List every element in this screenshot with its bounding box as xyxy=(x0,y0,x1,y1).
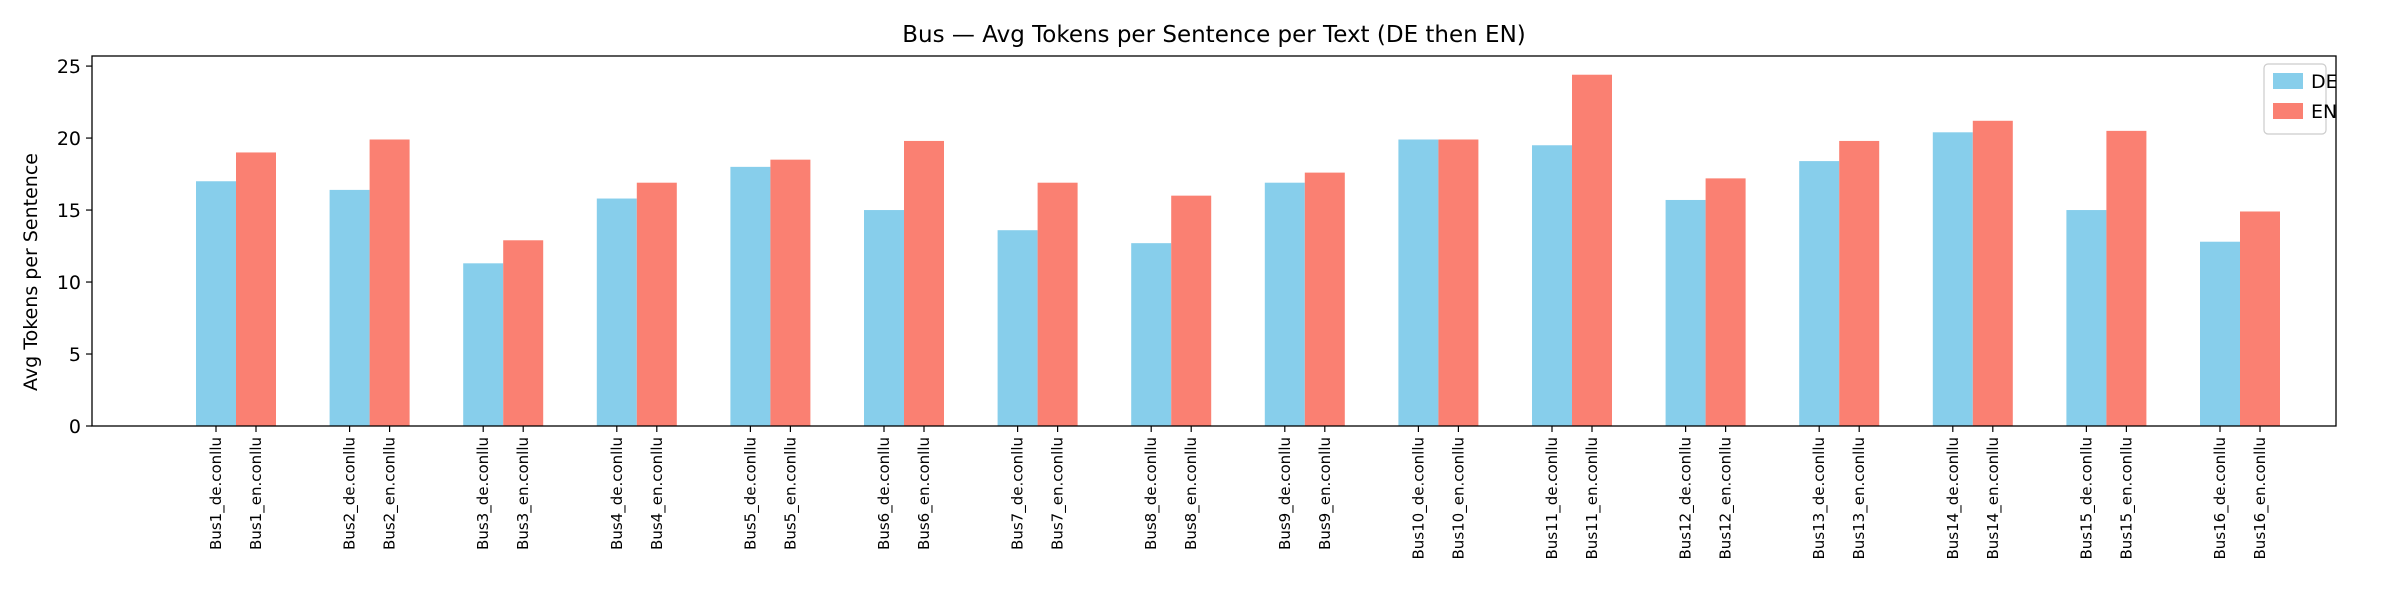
legend: DE EN xyxy=(2263,63,2338,135)
x-tick-label: Bus2_en.conllu xyxy=(381,437,400,550)
y-tick-label: 15 xyxy=(57,200,81,222)
x-tick-label: Bus5_en.conllu xyxy=(781,437,800,550)
plot-area-frame xyxy=(91,55,2337,427)
y-tick-label: 5 xyxy=(69,344,81,366)
legend-label-de: DE xyxy=(2311,71,2338,93)
x-tick-label: Bus3_en.conllu xyxy=(514,437,533,550)
legend-swatch-de xyxy=(2273,73,2303,89)
x-tick-label: Bus4_de.conllu xyxy=(608,437,627,550)
bar-de-1 xyxy=(196,181,236,426)
bar-de-14 xyxy=(1932,132,1973,426)
bar-de-2 xyxy=(329,189,370,426)
bar-de-12 xyxy=(1665,199,1706,426)
bar-en-4 xyxy=(636,182,677,426)
bar-de-5 xyxy=(730,166,771,427)
bar-de-15 xyxy=(2066,210,2107,426)
bar-en-7 xyxy=(1037,182,1078,426)
bar-en-2 xyxy=(369,139,410,426)
y-tick-label: 10 xyxy=(57,272,81,294)
y-axis-label: Avg Tokens per Sentence xyxy=(20,153,42,391)
x-tick-label: Bus6_de.conllu xyxy=(875,437,894,550)
bar-en-9 xyxy=(1304,172,1345,426)
x-tick-label: Bus15_de.conllu xyxy=(2077,437,2096,560)
legend-swatch-en xyxy=(2273,103,2303,119)
bar-en-14 xyxy=(1972,120,2013,426)
x-tick-label: Bus13_en.conllu xyxy=(1850,437,1869,559)
x-tick-label: Bus4_en.conllu xyxy=(648,437,667,550)
x-tick-label: Bus8_de.conllu xyxy=(1142,437,1161,550)
bar-en-8 xyxy=(1171,195,1212,426)
y-tick-label: 20 xyxy=(57,128,81,150)
x-tick-label: Bus7_en.conllu xyxy=(1049,437,1068,550)
x-tick-label: Bus5_de.conllu xyxy=(741,437,760,550)
x-tick-label: Bus12_de.conllu xyxy=(1677,437,1696,560)
y-tick-label: 0 xyxy=(69,416,81,438)
x-tick-label: Bus12_en.conllu xyxy=(1717,437,1736,559)
bar-de-10 xyxy=(1398,139,1439,426)
x-tick-label: Bus9_en.conllu xyxy=(1316,437,1335,550)
x-tick-label: Bus10_de.conllu xyxy=(1409,437,1428,560)
bar-en-15 xyxy=(2106,130,2147,426)
bar-de-4 xyxy=(596,198,637,426)
x-tick-label: Bus16_en.conllu xyxy=(2251,437,2270,559)
x-tick-label: Bus11_de.conllu xyxy=(1543,437,1562,560)
x-tick-label: Bus11_en.conllu xyxy=(1583,437,1602,559)
bar-en-5 xyxy=(770,159,811,426)
x-tick-label: Bus14_en.conllu xyxy=(1984,437,2003,559)
bar-en-6 xyxy=(904,140,944,426)
bar-en-1 xyxy=(236,152,276,426)
x-tick-label: Bus14_de.conllu xyxy=(1944,437,1963,560)
bar-de-11 xyxy=(1532,145,1572,427)
bar-en-11 xyxy=(1572,74,1612,427)
x-tick-label: Bus13_de.conllu xyxy=(1810,437,1829,560)
bar-de-9 xyxy=(1264,182,1305,426)
legend-label-en: EN xyxy=(2311,101,2337,123)
bar-de-6 xyxy=(864,210,904,426)
y-axis-ticks: 0 5 10 15 20 25 xyxy=(57,56,92,438)
bar-en-10 xyxy=(1438,139,1479,426)
bar-de-13 xyxy=(1799,161,1840,426)
x-tick-label: Bus9_de.conllu xyxy=(1276,437,1295,550)
bar-en-13 xyxy=(1839,140,1880,426)
x-tick-label: Bus8_en.conllu xyxy=(1182,437,1201,550)
bar-en-12 xyxy=(1705,178,1746,426)
bar-de-8 xyxy=(1131,243,1172,426)
bars-layer xyxy=(196,74,2280,427)
x-tick-label: Bus1_en.conllu xyxy=(247,437,266,550)
y-tick-label: 25 xyxy=(57,56,81,78)
x-tick-label: Bus7_de.conllu xyxy=(1009,437,1028,550)
bar-de-16 xyxy=(2200,241,2240,426)
bar-de-7 xyxy=(997,230,1038,426)
x-tick-label: Bus3_de.conllu xyxy=(474,437,493,550)
x-tick-label: Bus2_de.conllu xyxy=(341,437,360,550)
x-tick-label: Bus10_en.conllu xyxy=(1449,437,1468,559)
x-axis-ticks: Bus1_de.conllu Bus1_en.conllu Bus2_de.conl… xyxy=(207,426,2270,560)
bar-en-3 xyxy=(503,240,544,426)
x-tick-label: Bus16_de.conllu xyxy=(2211,437,2230,560)
x-tick-label: Bus6_en.conllu xyxy=(915,437,934,550)
x-tick-label: Bus15_en.conllu xyxy=(2117,437,2136,559)
bar-en-16 xyxy=(2240,211,2280,426)
x-tick-label: Bus1_de.conllu xyxy=(207,437,226,550)
chart-title: Bus — Avg Tokens per Sentence per Text (… xyxy=(902,22,1526,48)
bar-de-3 xyxy=(463,263,504,426)
